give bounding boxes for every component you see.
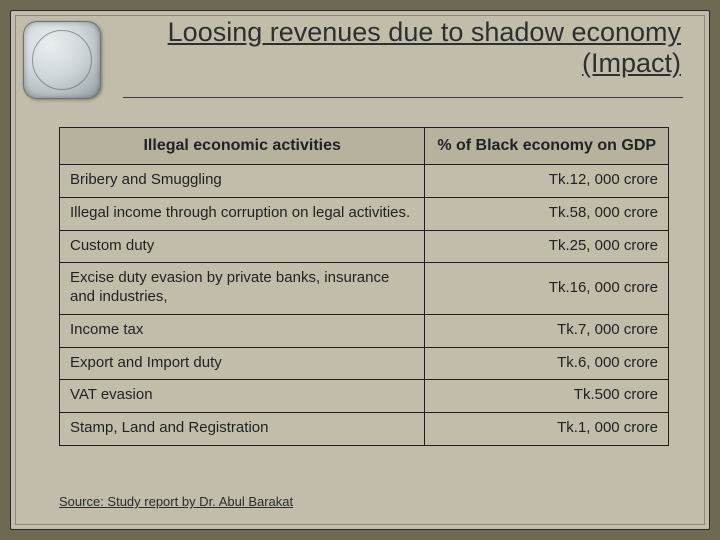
activity-cell: Income tax xyxy=(60,314,425,347)
activity-cell: Stamp, Land and Registration xyxy=(60,413,425,446)
value-cell: Tk.16, 000 crore xyxy=(425,263,669,315)
value-cell: Tk.500 crore xyxy=(425,380,669,413)
table-row: Excise duty evasion by private banks, in… xyxy=(60,263,669,315)
value-cell: Tk.25, 000 crore xyxy=(425,230,669,263)
slide-frame: Loosing revenues due to shadow economy (… xyxy=(10,10,710,530)
col-header-activities: Illegal economic activities xyxy=(60,128,425,165)
value-cell: Tk.58, 000 crore xyxy=(425,197,669,230)
table-row: Income tax Tk.7, 000 crore xyxy=(60,314,669,347)
activity-cell: Export and Import duty xyxy=(60,347,425,380)
source-footnote: Source: Study report by Dr. Abul Barakat xyxy=(59,494,293,509)
activity-cell: Excise duty evasion by private banks, in… xyxy=(60,263,425,315)
col-header-pct-gdp: % of Black economy on GDP xyxy=(425,128,669,165)
coin-icon xyxy=(23,21,101,99)
activity-cell: Custom duty xyxy=(60,230,425,263)
table-row: VAT evasion Tk.500 crore xyxy=(60,380,669,413)
table-row: Export and Import duty Tk.6, 000 crore xyxy=(60,347,669,380)
activity-cell: Bribery and Smuggling xyxy=(60,165,425,198)
value-cell: Tk.1, 000 crore xyxy=(425,413,669,446)
slide-title: Loosing revenues due to shadow economy (… xyxy=(126,17,681,79)
table-row: Illegal income through corruption on leg… xyxy=(60,197,669,230)
value-cell: Tk.7, 000 crore xyxy=(425,314,669,347)
table-header-row: Illegal economic activities % of Black e… xyxy=(60,128,669,165)
table-row: Custom duty Tk.25, 000 crore xyxy=(60,230,669,263)
activity-cell: VAT evasion xyxy=(60,380,425,413)
value-cell: Tk.6, 000 crore xyxy=(425,347,669,380)
table-container: Illegal economic activities % of Black e… xyxy=(59,127,669,446)
table-row: Bribery and Smuggling Tk.12, 000 crore xyxy=(60,165,669,198)
table-row: Stamp, Land and Registration Tk.1, 000 c… xyxy=(60,413,669,446)
title-underline-rule xyxy=(123,97,683,98)
value-cell: Tk.12, 000 crore xyxy=(425,165,669,198)
revenue-loss-table: Illegal economic activities % of Black e… xyxy=(59,127,669,446)
activity-cell: Illegal income through corruption on leg… xyxy=(60,197,425,230)
